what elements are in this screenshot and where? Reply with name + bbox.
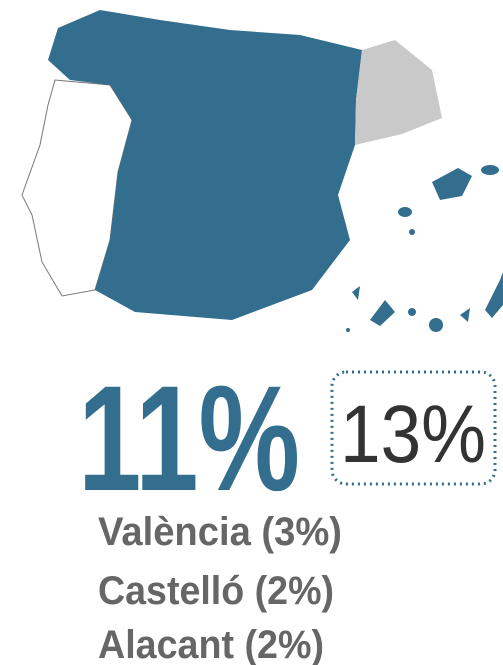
boxed-value: 13% [340, 389, 486, 480]
item: Alacant (2%) [98, 623, 324, 665]
map [21, 10, 503, 332]
canary-islands [346, 272, 503, 332]
balearic-islands [398, 165, 499, 235]
catalonia [355, 40, 442, 145]
item: Castelló (2%) [98, 569, 334, 613]
main-value: 11% [78, 354, 300, 522]
item: València (3%) [98, 510, 342, 554]
dotted-box [330, 370, 497, 486]
spain [48, 10, 362, 320]
